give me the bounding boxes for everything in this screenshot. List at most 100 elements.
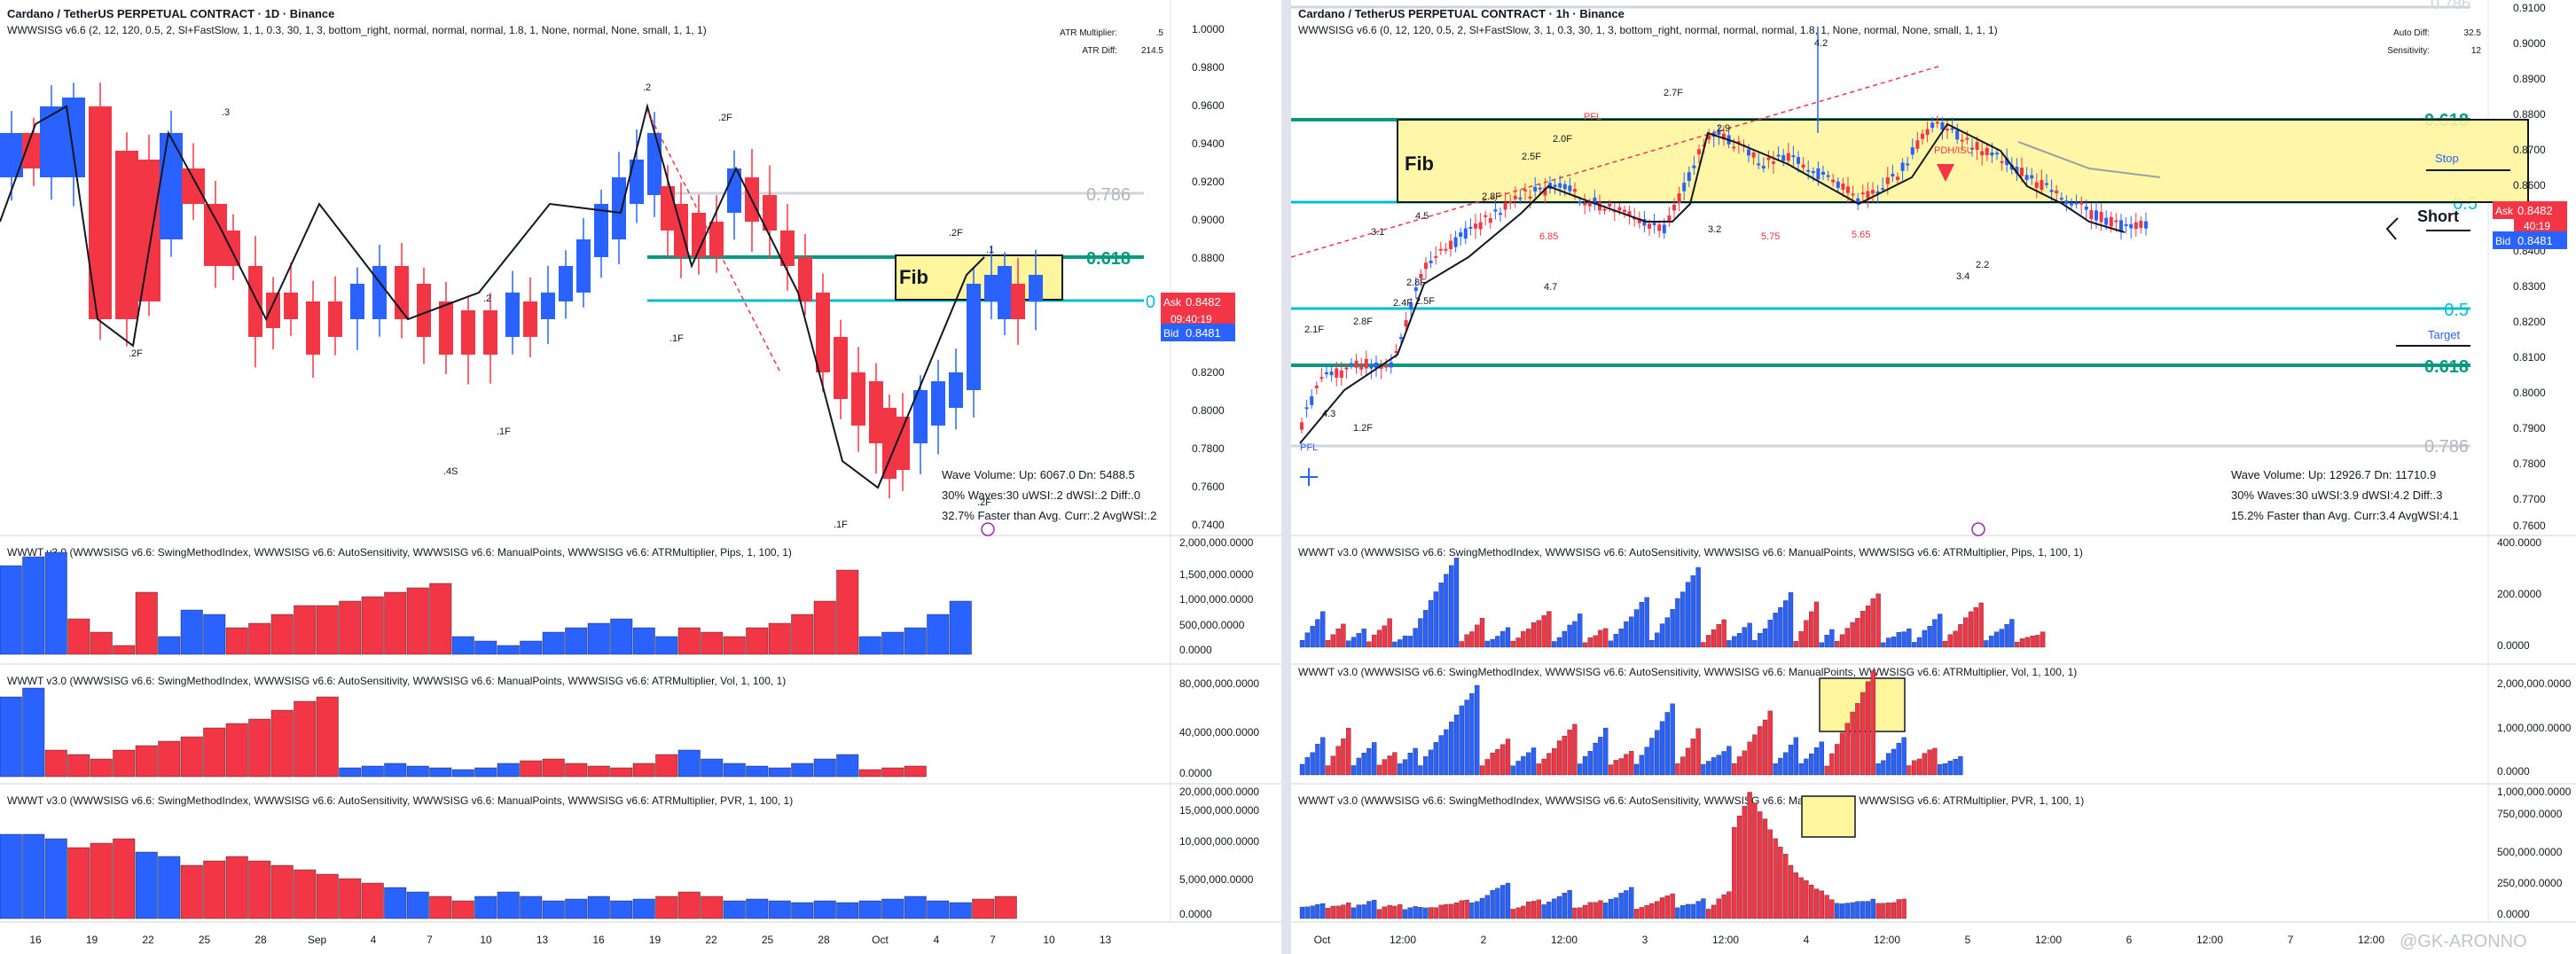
candle[interactable] [1394,350,1398,353]
candle[interactable] [1736,141,1741,144]
candle[interactable] [1484,215,1488,217]
left-sub1-legend[interactable]: WWWT v3.0 (WWWSISG v6.6: SwingMethodInde… [7,546,792,559]
candle[interactable] [1757,163,1761,166]
left-chart-canvas[interactable]: Fib 0.786 0.618 0 .3 .2 .2F .2 .2F .1F .… [0,0,1281,954]
candle[interactable] [1975,142,1979,151]
candle[interactable] [1806,169,1811,172]
candle[interactable] [1424,262,1428,270]
candle[interactable] [1325,371,1328,375]
candle[interactable] [1553,184,1557,187]
candle[interactable] [1881,188,1885,191]
candle[interactable] [1801,164,1805,168]
candle[interactable] [1538,187,1542,190]
candle[interactable] [1816,168,1820,180]
candle[interactable] [2129,223,2134,229]
left-price-axis[interactable]: 1.0000 0.9800 0.9600 0.9400 0.9200 0.9000 0.88… [1192,23,1225,531]
candle[interactable] [1990,152,1994,156]
candle[interactable] [882,408,897,479]
right-candles[interactable] [1300,27,2148,434]
candle[interactable] [2139,220,2143,229]
candle[interactable] [647,133,662,195]
candle[interactable] [559,266,573,301]
candle[interactable] [0,133,23,177]
candle[interactable] [1608,203,1612,207]
candle[interactable] [40,106,63,177]
candle[interactable] [1906,163,1910,166]
right-sub3-legend[interactable]: WWWT v3.0 (WWWSISG v6.6: SwingMethodInde… [1298,794,2084,807]
candle[interactable] [1930,122,1935,129]
candle[interactable] [1985,147,1989,155]
candle[interactable] [1374,362,1378,369]
candle[interactable] [1438,248,1443,251]
candle[interactable] [1875,191,1880,194]
candle[interactable] [1633,217,1637,220]
candle[interactable] [612,177,626,239]
candle[interactable] [1772,161,1775,164]
candle[interactable] [1463,228,1468,239]
candle[interactable] [160,133,183,239]
candle[interactable] [1662,224,1666,234]
candle[interactable] [1722,133,1726,140]
candle[interactable] [709,222,724,257]
candle[interactable] [461,310,475,355]
candle[interactable] [851,372,865,426]
candle[interactable] [2144,221,2148,229]
candle[interactable] [2040,180,2044,191]
candle[interactable] [1672,204,1676,211]
candle[interactable] [2084,206,2088,210]
candle[interactable] [1866,191,1870,199]
candle[interactable] [1499,213,1502,215]
candle[interactable] [1429,261,1433,263]
candle[interactable] [1399,337,1403,340]
candle[interactable] [1488,218,1492,223]
candle[interactable] [798,257,812,301]
candle[interactable] [115,151,138,319]
candle[interactable] [869,381,883,443]
candle[interactable] [1578,201,1582,204]
candle[interactable] [984,275,998,301]
candle[interactable] [1413,287,1418,292]
candle[interactable] [2064,200,2069,204]
candle[interactable] [266,293,280,328]
candle[interactable] [439,301,453,355]
candle[interactable] [541,293,555,319]
candle[interactable] [1350,363,1353,365]
candle[interactable] [1493,209,1498,212]
right-sub2-legend[interactable]: WWWT v3.0 (WWWSISG v6.6: SwingMethodInde… [1298,666,2077,678]
candle[interactable] [1950,128,1954,130]
candle[interactable] [1344,367,1349,370]
candle[interactable] [2079,201,2084,205]
candle[interactable] [1310,396,1314,405]
candle[interactable] [1568,185,1572,192]
candle[interactable] [2119,220,2123,232]
candle[interactable] [2109,216,2113,227]
candle[interactable] [2034,182,2039,189]
left-indicator-legend[interactable]: WWWSISG v6.6 (2, 12, 120, 0.5, 2, Sl+Fas… [7,24,707,36]
candle[interactable] [1648,223,1651,229]
candle[interactable] [1583,203,1587,206]
candle[interactable] [1587,201,1592,207]
candle[interactable] [1359,364,1364,370]
candle[interactable] [1925,129,1930,136]
candle[interactable] [1885,177,1890,184]
candle[interactable] [62,98,85,177]
left-time-axis[interactable]: 16 19 22 25 28 Sep 4 7 10 13 16 19 22 25 28 Oct 4 7 10 13 [29,934,1111,946]
candle[interactable] [1682,183,1687,192]
candle[interactable] [816,293,830,372]
candle[interactable] [1791,155,1796,158]
candle[interactable] [594,204,608,257]
candle[interactable] [1593,197,1597,205]
candle[interactable] [1781,155,1786,161]
candle[interactable] [137,160,161,301]
left-candles[interactable] [0,82,1043,499]
candle[interactable] [1623,209,1626,213]
candle[interactable] [1329,371,1334,376]
candle[interactable] [1697,149,1701,155]
candle[interactable] [1533,186,1538,192]
candle[interactable] [1797,157,1800,164]
candle[interactable] [913,390,928,443]
right-indicator-legend[interactable]: WWWSISG v6.6 (0, 12, 120, 0.5, 2, Sl+Fas… [1298,24,1998,36]
candle[interactable] [1384,364,1389,368]
candle[interactable] [576,239,591,293]
candle[interactable] [2055,190,2059,194]
